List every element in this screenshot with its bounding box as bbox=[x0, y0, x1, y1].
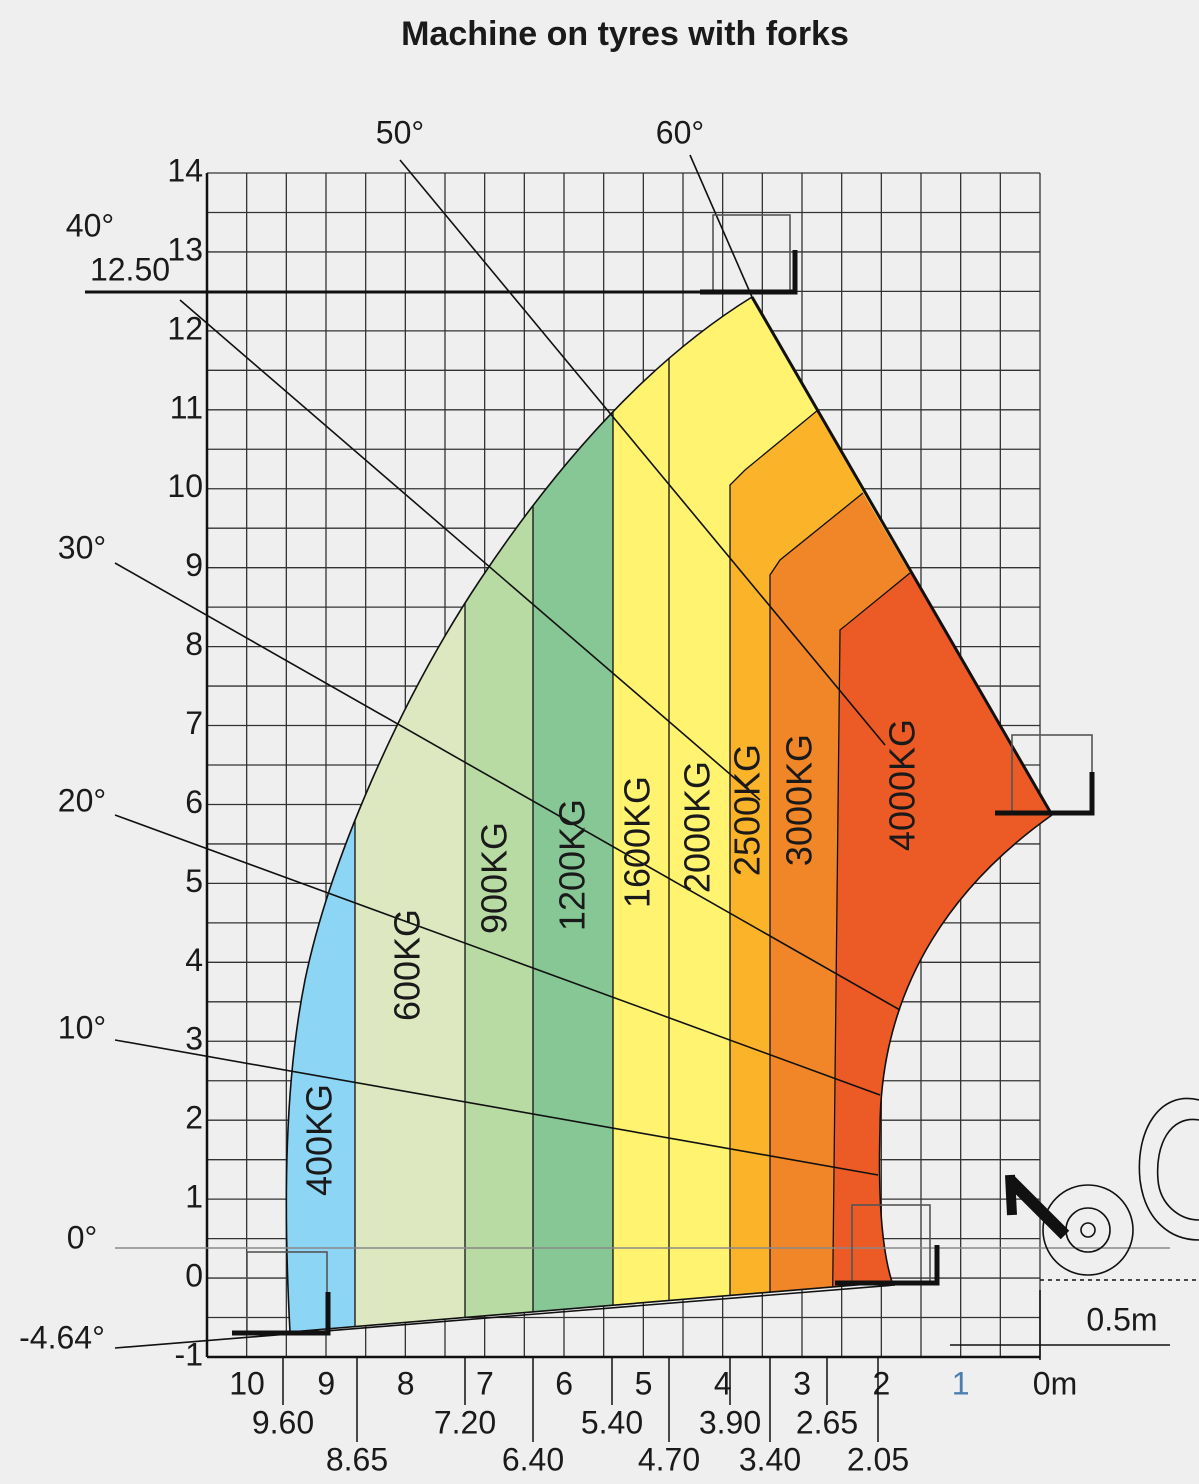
title: Machine on tyres with forks bbox=[401, 15, 849, 53]
x-label-row2: 7.20 bbox=[434, 1404, 496, 1440]
x-label: 7 bbox=[476, 1365, 494, 1401]
y-label: 7 bbox=[185, 705, 203, 741]
angle-label: 30° bbox=[58, 529, 106, 565]
y-label: 14 bbox=[167, 152, 203, 188]
load-label: 3000KG bbox=[779, 734, 820, 866]
machine-outline bbox=[1005, 1097, 1199, 1281]
envelope-edge bbox=[750, 296, 1054, 816]
scale-label: 0.5m bbox=[1086, 1301, 1157, 1337]
y-label: 5 bbox=[185, 863, 203, 899]
x-label: 6 bbox=[555, 1365, 573, 1401]
angle-lines bbox=[85, 154, 1170, 1349]
y-label: 3 bbox=[185, 1021, 203, 1057]
x-label-row3: 3.40 bbox=[739, 1441, 801, 1477]
scale-bar bbox=[950, 1290, 1170, 1360]
x-label-row2: 5.40 bbox=[581, 1404, 643, 1440]
load-label: 2500KG bbox=[727, 744, 768, 876]
angle-label: -4.64° bbox=[19, 1319, 105, 1355]
x-label: 3 bbox=[793, 1365, 811, 1401]
envelope bbox=[285, 296, 1053, 1333]
zone bbox=[770, 493, 910, 1332]
y-label: 8 bbox=[185, 626, 203, 662]
load-label: 4000KG bbox=[882, 719, 923, 851]
zone bbox=[730, 410, 863, 1332]
y-label: 2 bbox=[185, 1100, 203, 1136]
x-label: 10 bbox=[229, 1365, 265, 1401]
y-label: 4 bbox=[185, 942, 203, 978]
angle-label: 0° bbox=[67, 1219, 98, 1255]
x-label-row2: 2.65 bbox=[796, 1404, 858, 1440]
x-label: 2 bbox=[873, 1365, 891, 1401]
x-label-row2: 9.60 bbox=[252, 1404, 314, 1440]
x-label: 9 bbox=[317, 1365, 335, 1401]
x-label: 0m bbox=[1033, 1365, 1077, 1401]
x-label: 5 bbox=[635, 1365, 653, 1401]
y-label: 10 bbox=[167, 468, 203, 504]
load-label: 900KG bbox=[474, 822, 515, 934]
y-label: 0 bbox=[185, 1258, 203, 1294]
x-label: 4 bbox=[714, 1365, 732, 1401]
angle-label: 20° bbox=[58, 782, 106, 818]
load-label: 1600KG bbox=[617, 776, 658, 908]
x-label-row3: 6.40 bbox=[502, 1441, 564, 1477]
angle-label: 60° bbox=[656, 114, 704, 150]
y-label: 12 bbox=[167, 310, 203, 346]
y-label: 1 bbox=[185, 1179, 203, 1215]
fork-schematics bbox=[232, 214, 1095, 1336]
load-label: 1200KG bbox=[552, 799, 593, 931]
x-label: 8 bbox=[397, 1365, 415, 1401]
angle-label: 10° bbox=[58, 1009, 106, 1045]
y-label: 11 bbox=[170, 389, 203, 425]
load-label: 400KG bbox=[299, 1084, 340, 1196]
y-label: 13 bbox=[167, 231, 203, 267]
load-label: 2000KG bbox=[677, 761, 718, 893]
angle-label: 40° bbox=[66, 207, 114, 243]
height-label: 12.50 bbox=[90, 251, 170, 287]
y-label: 9 bbox=[185, 547, 203, 583]
x-label: 1 bbox=[952, 1365, 970, 1401]
angle-label: 50° bbox=[376, 114, 424, 150]
x-label-row3: 2.05 bbox=[847, 1441, 909, 1477]
y-label: -1 bbox=[175, 1336, 203, 1372]
x-label-row2: 3.90 bbox=[699, 1404, 761, 1440]
load-label: 600KG bbox=[387, 909, 428, 1021]
x-label-row3: 4.70 bbox=[638, 1441, 700, 1477]
y-label: 6 bbox=[185, 784, 203, 820]
x-label-row3: 8.65 bbox=[326, 1441, 388, 1477]
